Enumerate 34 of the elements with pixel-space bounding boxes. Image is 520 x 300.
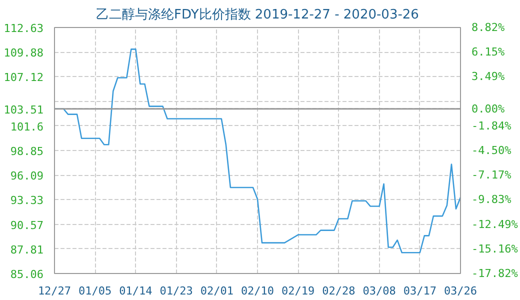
x-tick-label: 02/10 bbox=[240, 284, 274, 298]
y2-tick-label: 8.82% bbox=[472, 21, 505, 34]
y2-tick-label: -17.82% bbox=[472, 267, 518, 280]
x-tick-label: 01/05 bbox=[78, 284, 112, 298]
y2-tick-label: -15.16% bbox=[472, 242, 518, 256]
y2-tick-label: 3.49% bbox=[472, 70, 505, 84]
y2-tick-label: 0.00% bbox=[472, 102, 505, 116]
y2-tick-label: 6.15% bbox=[472, 46, 505, 59]
x-tick-label: 02/19 bbox=[282, 284, 315, 298]
y2-tick-label: -7.17% bbox=[472, 168, 512, 182]
y-tick-label: 109.88 bbox=[4, 46, 44, 60]
y-tick-label: 112.63 bbox=[4, 22, 44, 35]
y2-tick-label: -12.49% bbox=[472, 218, 518, 231]
y2-tick-label: -1.84% bbox=[472, 119, 512, 132]
y-tick-label: 90.57 bbox=[10, 218, 44, 232]
x-tick-label: 01/23 bbox=[160, 284, 193, 298]
x-tick-label: 02/01 bbox=[200, 284, 234, 298]
y-tick-label: 98.85 bbox=[10, 144, 44, 158]
y-tick-label: 87.81 bbox=[10, 243, 44, 256]
y-tick-label: 101.6 bbox=[10, 120, 44, 134]
x-tick-label: 01/14 bbox=[119, 284, 153, 298]
chart-title: 乙二醇与涤纶FDY比价指数 2019-12-27 - 2020-03-26 bbox=[96, 8, 419, 22]
y-tick-label: 103.51 bbox=[4, 103, 44, 116]
x-tick-label: 03/26 bbox=[444, 284, 478, 298]
y-tick-label: 85.06 bbox=[10, 268, 44, 281]
x-tick-label: 12/27 bbox=[38, 284, 72, 298]
y-tick-label: 93.33 bbox=[10, 194, 44, 208]
x-tick-label: 03/17 bbox=[403, 284, 436, 298]
y-tick-label: 96.09 bbox=[10, 170, 44, 183]
y2-tick-label: -4.50% bbox=[472, 144, 512, 157]
x-tick-label: 02/28 bbox=[322, 284, 356, 298]
y-tick-label: 107.12 bbox=[4, 71, 44, 84]
y2-tick-label: -9.83% bbox=[472, 193, 512, 206]
x-tick-label: 03/08 bbox=[362, 284, 396, 298]
